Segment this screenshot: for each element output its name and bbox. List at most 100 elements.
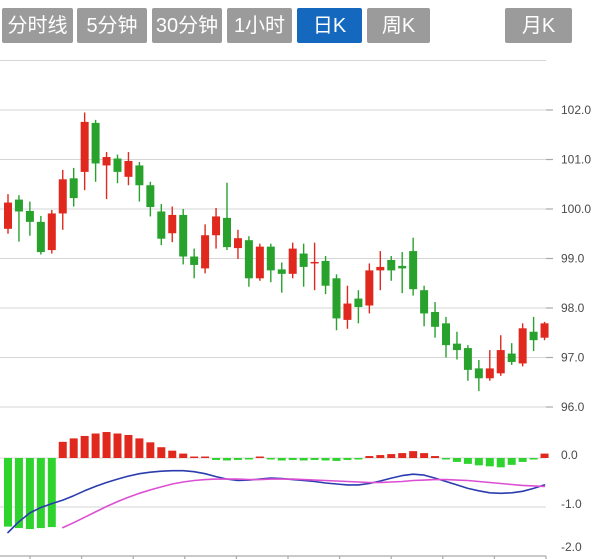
candle-down bbox=[91, 122, 100, 164]
candle-down bbox=[529, 331, 538, 341]
candle-down bbox=[463, 348, 472, 370]
macd-bar-negative bbox=[47, 458, 56, 528]
macd-bar-negative bbox=[507, 458, 516, 465]
candle-up bbox=[4, 202, 12, 229]
candle-down bbox=[190, 256, 199, 265]
candle-down bbox=[25, 210, 34, 222]
macd-bar-negative bbox=[485, 458, 494, 467]
macd-bar-positive bbox=[91, 433, 100, 458]
macd-bar-negative bbox=[4, 458, 12, 527]
candle-down bbox=[398, 265, 407, 269]
price-tick-label: 97.0 bbox=[561, 351, 585, 365]
candle-up bbox=[288, 248, 297, 274]
macd-bar-negative bbox=[474, 458, 483, 466]
macd-bar-positive bbox=[365, 456, 374, 458]
price-tick-label: 102.0 bbox=[561, 103, 591, 117]
macd-bar-negative bbox=[233, 458, 242, 460]
candle-down bbox=[146, 185, 155, 208]
candle-down bbox=[332, 278, 341, 319]
candle-down bbox=[442, 323, 450, 346]
candle-up bbox=[233, 238, 242, 249]
macd-bar-negative bbox=[223, 458, 231, 461]
tab-1hour[interactable]: 1小时 bbox=[227, 8, 292, 43]
candle-down bbox=[431, 311, 440, 327]
candle-down bbox=[452, 343, 461, 351]
candle-down bbox=[14, 199, 23, 212]
macd-bar-negative bbox=[321, 458, 330, 461]
macd-bar-positive bbox=[58, 441, 67, 458]
macd-bar-negative bbox=[354, 458, 363, 460]
tab-weekly-k[interactable]: 周K bbox=[367, 8, 430, 43]
candle-down bbox=[135, 165, 144, 186]
candle-up bbox=[80, 121, 89, 172]
macd-bar-negative bbox=[310, 458, 319, 460]
tab-30min[interactable]: 30分钟 bbox=[152, 8, 222, 43]
candle-up bbox=[102, 157, 111, 166]
macd-bar-positive bbox=[409, 451, 418, 458]
macd-bar-negative bbox=[332, 458, 341, 461]
price-tick-label: 101.0 bbox=[561, 153, 591, 167]
candle-down bbox=[299, 253, 308, 267]
tab-daily-k[interactable]: 日K bbox=[297, 8, 362, 43]
candle-down bbox=[266, 246, 275, 271]
macd-bar-positive bbox=[69, 438, 78, 458]
candle-up bbox=[343, 303, 352, 320]
macd-bar-positive bbox=[113, 433, 122, 458]
macd-bar-negative bbox=[25, 458, 34, 530]
macd-bar-negative bbox=[277, 458, 286, 461]
macd-bar-negative bbox=[288, 458, 297, 460]
tab-monthly-k[interactable]: 月K bbox=[505, 8, 572, 43]
price-tick-label: 99.0 bbox=[561, 252, 585, 266]
candle-down bbox=[387, 259, 396, 271]
price-tick-label: 96.0 bbox=[561, 400, 585, 414]
macd-bar-positive bbox=[420, 453, 429, 458]
tab-label: 1小时 bbox=[233, 14, 286, 37]
candle-down bbox=[244, 240, 253, 279]
macd-bar-negative bbox=[212, 458, 221, 460]
candle-up bbox=[58, 179, 67, 214]
tab-label: 周K bbox=[381, 14, 416, 37]
candle-down bbox=[69, 178, 78, 199]
candle-down bbox=[409, 251, 418, 290]
macd-bar-negative bbox=[529, 458, 538, 460]
dea-line bbox=[61, 478, 546, 529]
macd-bar-positive bbox=[387, 454, 396, 458]
macd-bar-positive bbox=[431, 456, 440, 458]
macd-bar-negative bbox=[244, 458, 253, 460]
period-tab-bar: 分时线 5分钟 30分钟 1小时 日K 周K 月K bbox=[0, 0, 604, 44]
candle-down bbox=[354, 298, 363, 308]
price-tick-label: 98.0 bbox=[561, 301, 585, 315]
candle-up bbox=[124, 160, 133, 177]
tab-label: 月K bbox=[521, 14, 556, 37]
macd-bar-positive bbox=[190, 456, 199, 458]
price-tick-label: 100.0 bbox=[561, 202, 591, 216]
candle-down bbox=[113, 158, 122, 172]
tab-5min[interactable]: 5分钟 bbox=[77, 8, 147, 43]
candle-up bbox=[255, 246, 264, 279]
candle-up bbox=[376, 266, 385, 271]
macd-bar-positive bbox=[398, 453, 407, 458]
macd-tick-label: 0.0 bbox=[561, 448, 578, 462]
candle-down bbox=[474, 368, 483, 379]
macd-bar-negative bbox=[266, 458, 275, 460]
macd-bar-positive bbox=[102, 432, 111, 458]
macd-bar-positive bbox=[124, 434, 133, 458]
candle-up bbox=[496, 350, 505, 374]
macd-bar-positive bbox=[168, 450, 177, 458]
macd-bar-positive bbox=[80, 435, 89, 458]
candle-down bbox=[321, 260, 330, 286]
candle-down bbox=[157, 211, 166, 239]
candle-up bbox=[485, 368, 494, 379]
candle-down bbox=[277, 269, 286, 274]
tab-timeline[interactable]: 分时线 bbox=[2, 8, 73, 43]
macd-bar-positive bbox=[157, 447, 166, 458]
candle-up bbox=[365, 270, 374, 306]
candle-down bbox=[36, 221, 45, 253]
tab-label: 5分钟 bbox=[86, 14, 138, 37]
macd-bar-positive bbox=[540, 453, 549, 458]
macd-bar-positive bbox=[201, 456, 210, 458]
macd-bar-negative bbox=[463, 458, 472, 464]
candle-up bbox=[540, 323, 549, 338]
candle-up bbox=[310, 261, 319, 264]
macd-bar-negative bbox=[496, 458, 505, 468]
